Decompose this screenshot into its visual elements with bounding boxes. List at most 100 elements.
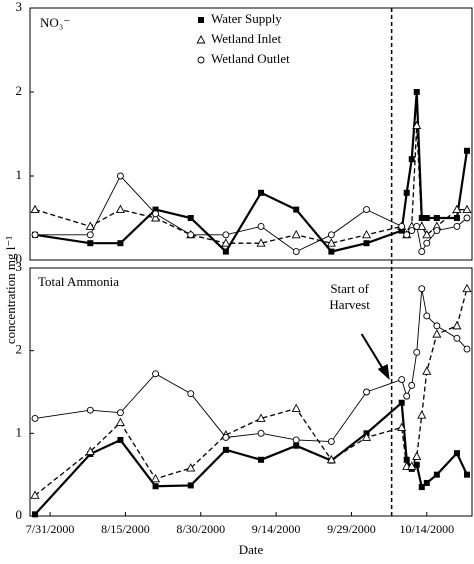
marker — [116, 172, 124, 180]
marker — [398, 222, 406, 230]
annotation-text: Start of — [330, 281, 369, 296]
marker — [291, 403, 301, 412]
marker — [453, 334, 461, 342]
marker — [423, 312, 431, 320]
marker — [422, 366, 432, 375]
marker — [187, 390, 195, 398]
marker — [87, 240, 94, 247]
marker — [186, 463, 196, 472]
annotation-arrowhead — [377, 364, 390, 380]
marker — [423, 479, 430, 486]
marker — [116, 409, 124, 417]
marker — [256, 413, 266, 422]
marker — [407, 461, 417, 470]
marker — [433, 471, 440, 478]
marker — [117, 436, 124, 443]
marker — [418, 285, 426, 293]
marker — [30, 204, 40, 214]
marker — [433, 215, 440, 221]
marker — [423, 239, 431, 247]
marker — [452, 320, 462, 330]
marker — [412, 120, 422, 130]
legend-marker — [197, 56, 205, 64]
marker — [463, 147, 470, 154]
marker — [403, 189, 410, 196]
y-tick-label: 1 — [16, 167, 23, 182]
marker — [361, 229, 372, 239]
marker — [403, 456, 410, 463]
x-tick-label: 10/14/2000 — [399, 522, 454, 536]
marker — [115, 417, 125, 427]
x-tick-label: 7/31/2000 — [26, 522, 75, 536]
marker — [187, 482, 194, 489]
marker — [413, 348, 421, 356]
marker — [115, 204, 125, 214]
marker — [417, 410, 427, 419]
marker — [413, 89, 420, 95]
y-axis-label: concentration mg l⁻¹ — [3, 236, 18, 344]
marker — [221, 238, 231, 247]
y-tick-label: 2 — [16, 342, 23, 357]
legend-label: Wetland Inlet — [211, 31, 281, 46]
marker — [363, 206, 370, 214]
legend-marker — [198, 17, 204, 23]
series-line — [34, 288, 468, 496]
marker — [463, 471, 470, 478]
marker — [453, 215, 460, 221]
panel-title: Total Ammonia — [38, 274, 119, 289]
marker — [412, 451, 422, 460]
marker — [293, 206, 300, 213]
marker — [222, 248, 229, 255]
marker — [32, 511, 39, 518]
legend-marker — [196, 35, 206, 44]
marker — [222, 231, 230, 239]
marker — [433, 227, 441, 235]
panel-title: NO₃⁻ — [40, 15, 70, 30]
marker — [152, 206, 159, 213]
marker — [413, 222, 421, 230]
annotation-arrow — [360, 333, 385, 371]
marker — [403, 392, 411, 400]
marker — [85, 221, 95, 230]
marker — [361, 432, 372, 441]
y-tick-label: 3 — [16, 259, 23, 274]
marker — [292, 436, 300, 444]
marker — [30, 490, 40, 499]
x-tick-label: 8/15/2000 — [101, 522, 150, 536]
marker — [31, 231, 39, 239]
marker — [413, 461, 420, 468]
marker — [398, 399, 405, 406]
marker — [292, 248, 300, 256]
marker — [152, 370, 160, 378]
marker — [463, 214, 471, 222]
legend-label: Water Supply — [211, 11, 282, 26]
marker — [408, 156, 415, 163]
marker — [256, 238, 266, 247]
y-tick-label: 2 — [16, 83, 23, 98]
marker — [418, 484, 425, 491]
y-tick-label: 3 — [16, 0, 23, 14]
marker — [463, 345, 471, 353]
marker — [86, 231, 94, 239]
marker — [327, 231, 335, 239]
marker — [453, 450, 460, 457]
plot-frame — [29, 7, 473, 261]
marker — [257, 429, 265, 437]
marker — [432, 329, 442, 338]
marker — [397, 422, 407, 431]
y-tick-label: 0 — [16, 251, 23, 266]
marker — [151, 473, 161, 483]
annotation-text: Harvest — [329, 297, 370, 312]
x-tick-label: 9/14/2000 — [252, 522, 301, 536]
marker — [327, 438, 335, 446]
marker — [462, 283, 472, 293]
marker — [222, 446, 229, 453]
plot-frame — [29, 267, 473, 517]
series-line — [35, 175, 468, 253]
marker — [453, 222, 461, 230]
marker — [187, 231, 195, 239]
marker — [293, 442, 300, 449]
marker — [423, 215, 430, 221]
marker — [408, 227, 416, 235]
